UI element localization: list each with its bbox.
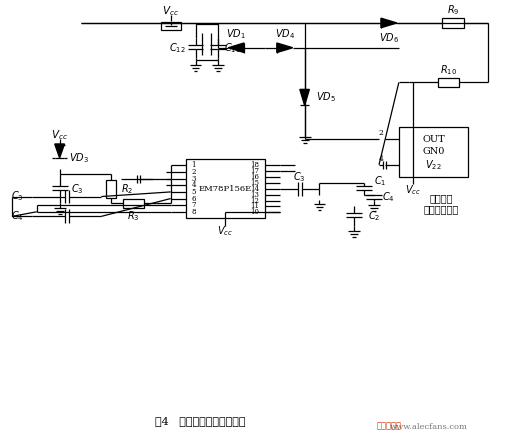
Bar <box>106 180 116 198</box>
Text: 18: 18 <box>250 161 259 169</box>
Text: $V_{cc}$: $V_{cc}$ <box>405 183 421 197</box>
Polygon shape <box>55 144 64 158</box>
Text: 4: 4 <box>192 181 196 189</box>
Text: 2: 2 <box>192 168 196 176</box>
Text: $VD_5$: $VD_5$ <box>317 90 336 104</box>
Text: $VD_6$: $VD_6$ <box>379 31 399 45</box>
Text: $R_{10}$: $R_{10}$ <box>440 64 457 78</box>
Text: $V_{cc}$: $V_{cc}$ <box>162 4 179 18</box>
Text: $C_4$: $C_4$ <box>11 209 24 223</box>
Text: 4: 4 <box>378 155 383 163</box>
Text: $C_3$: $C_3$ <box>11 190 24 204</box>
Text: $C_{11}$: $C_{11}$ <box>224 41 241 54</box>
Bar <box>186 159 265 218</box>
Text: $VD_1$: $VD_1$ <box>226 27 246 41</box>
Text: 10: 10 <box>250 208 259 216</box>
Text: $V_{cc}$: $V_{cc}$ <box>217 225 233 238</box>
Text: $R_3$: $R_3$ <box>127 209 140 223</box>
Text: 8: 8 <box>192 208 196 216</box>
Text: $C_3$: $C_3$ <box>293 170 306 184</box>
Text: 12: 12 <box>250 197 259 204</box>
Text: $C_3$: $C_3$ <box>71 182 84 195</box>
Text: 电子发烧友: 电子发烧友 <box>376 422 401 431</box>
Text: 17: 17 <box>250 167 259 175</box>
Text: $VD_4$: $VD_4$ <box>274 27 295 41</box>
Text: $R_9$: $R_9$ <box>447 3 460 17</box>
Text: $V_{22}$: $V_{22}$ <box>425 158 442 172</box>
Text: $C_1$: $C_1$ <box>374 174 386 187</box>
Polygon shape <box>381 18 397 28</box>
Bar <box>443 18 464 28</box>
Text: GN0: GN0 <box>423 147 445 157</box>
Text: 图4   无线遥控信号译码模块: 图4 无线遥控信号译码模块 <box>155 416 246 426</box>
Polygon shape <box>228 43 244 52</box>
Text: $C_4$: $C_4$ <box>381 191 394 204</box>
Text: EM78P156E: EM78P156E <box>198 184 252 193</box>
Text: 3: 3 <box>192 175 196 183</box>
Text: $VD_3$: $VD_3$ <box>69 151 89 165</box>
Text: 2: 2 <box>378 129 383 137</box>
Text: $V_{cc}$: $V_{cc}$ <box>51 128 68 142</box>
Text: 6: 6 <box>192 194 196 203</box>
Text: 1: 1 <box>192 161 196 170</box>
Text: 11: 11 <box>250 202 259 211</box>
Text: 7: 7 <box>192 201 196 209</box>
Text: www.alecfans.com: www.alecfans.com <box>390 422 468 431</box>
Text: 5: 5 <box>192 188 196 196</box>
Text: 15: 15 <box>250 179 259 187</box>
Polygon shape <box>300 89 309 105</box>
Bar <box>161 22 180 30</box>
Text: OUT: OUT <box>422 135 445 143</box>
Text: 14: 14 <box>250 184 259 193</box>
Polygon shape <box>277 43 292 52</box>
Text: $R_2$: $R_2$ <box>121 182 133 195</box>
Text: 信号接收模块: 信号接收模块 <box>424 205 459 214</box>
Text: 13: 13 <box>250 191 259 198</box>
Bar <box>437 78 460 88</box>
Text: 16: 16 <box>250 173 259 181</box>
Text: $C_2$: $C_2$ <box>368 209 380 223</box>
Text: 无线遥控: 无线遥控 <box>430 194 453 203</box>
Bar <box>399 127 468 177</box>
Text: $C_{12}$: $C_{12}$ <box>169 41 186 54</box>
Bar <box>123 198 144 208</box>
